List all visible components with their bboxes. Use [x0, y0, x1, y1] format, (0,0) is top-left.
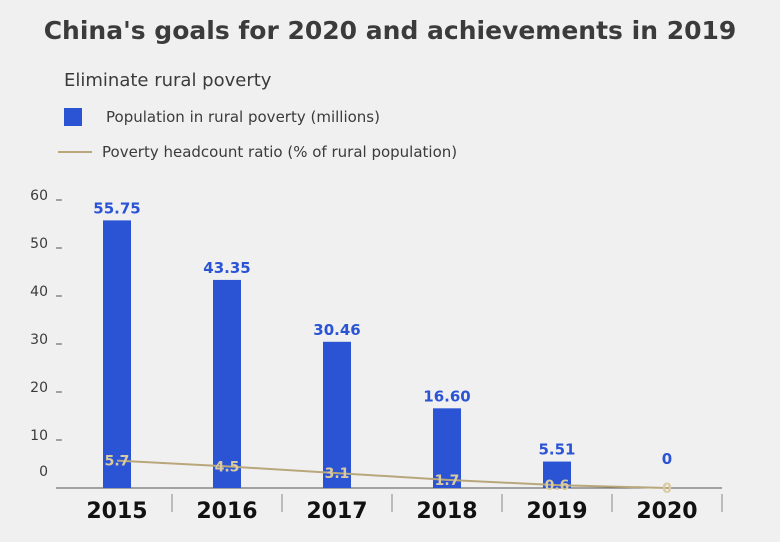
legend-swatch-bar [64, 108, 82, 126]
bar [433, 408, 461, 488]
ratio-value-label: 0 [662, 481, 672, 497]
x-tick-label: 2017 [306, 499, 367, 524]
bar [323, 341, 351, 488]
x-tick-label: 2018 [416, 499, 477, 524]
ratio-line [116, 459, 668, 489]
y-tick-label: 0 [39, 464, 48, 480]
legend-label-bar: Population in rural poverty (millions) [106, 108, 380, 126]
y-tick-label: 40 [30, 284, 48, 300]
legend-item-bar: Population in rural poverty (millions) [64, 108, 380, 126]
ratio-value-label: 1.7 [435, 473, 460, 489]
x-tick-label: 2020 [636, 499, 697, 524]
bar-value-label: 55.75 [93, 199, 140, 217]
chart-title: China's goals for 2020 and achievements … [43, 16, 737, 45]
legend-item-line: Poverty headcount ratio (% of rural popu… [58, 143, 458, 161]
ratio-value-label: 3.1 [325, 466, 350, 482]
bar-value-label: 0 [662, 450, 672, 468]
ratio-value-label: 4.5 [215, 459, 240, 475]
legend-swatch-line [58, 151, 92, 153]
bar-value-label: 5.51 [538, 441, 575, 459]
y-tick-label: 60 [30, 188, 48, 204]
bar-value-label: 43.35 [203, 259, 250, 277]
ratio-value-label: 0.6 [545, 478, 570, 494]
bar-value-label: 16.60 [423, 387, 470, 405]
x-tick-label: 2019 [526, 499, 587, 524]
y-tick-label: 20 [30, 380, 48, 396]
chart-subtitle: Eliminate rural poverty [64, 70, 272, 91]
y-tick-label: 50 [30, 236, 48, 252]
bar [103, 220, 131, 488]
y-tick-label: 30 [30, 332, 48, 348]
x-tick-label: 2016 [196, 499, 257, 524]
bar [213, 279, 241, 488]
legend-label-line: Poverty headcount ratio (% of rural popu… [102, 143, 458, 161]
y-tick-label: 10 [30, 428, 48, 444]
ratio-value-label: 5.7 [105, 454, 130, 470]
bar-value-label: 30.46 [313, 321, 360, 339]
x-tick-label: 2015 [86, 499, 147, 524]
bar [543, 461, 571, 488]
